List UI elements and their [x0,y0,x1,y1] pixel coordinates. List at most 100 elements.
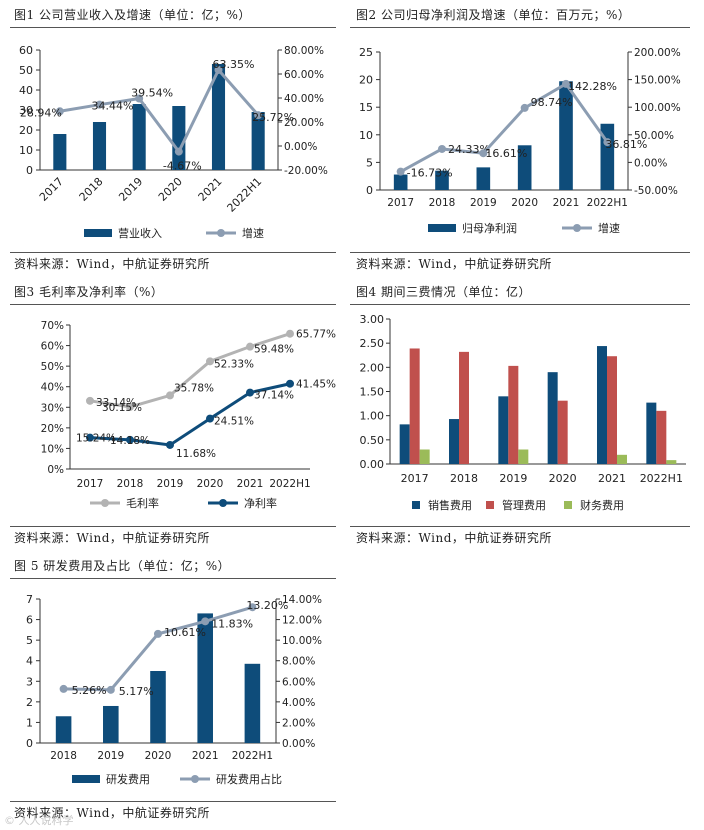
data-label: 52.33% [214,358,254,370]
fig3-source-rule [10,526,336,527]
y-right-tick-label: 20.00% [284,117,324,129]
y-tick-label: 2.00 [360,361,385,374]
y-left-tick-label: 10 [19,144,33,157]
line-point-2022H1 [603,138,612,147]
data-label: 65.77% [296,329,336,341]
fig2-source-rule [350,252,690,253]
legend-label: 净利率 [244,496,277,510]
legend-swatch-marker [217,229,225,237]
bar-2019 [476,167,491,190]
line-point-2020 [174,147,183,156]
y-left-tick-label: 20 [359,74,373,87]
fig5-source-rule [10,801,336,802]
line-point-2019 [135,94,144,103]
x-tick-label: 2018 [429,197,456,209]
fig4-source: 资料来源：Wind，中航证券研究所 [356,531,552,545]
y-right-tick-label: 10.00% [282,635,322,647]
legend-swatch-bar [72,775,100,783]
line-增速 [59,67,260,155]
line-point-2019 [106,685,115,694]
legend-swatch-bar [564,501,572,509]
data-label: 13.20% [246,599,288,612]
bar-销售费用-2019 [498,396,509,464]
y-right-tick-label: 0.00% [284,141,317,153]
data-label: 28.94% [20,106,62,119]
bar-2018 [92,122,107,170]
data-label: 16.61% [485,147,527,160]
fig3-title: 图3 毛利率及净利率（%） [14,285,164,299]
y-right-tick-label: 0.00% [634,157,667,169]
line-point-2022H1 [248,603,257,612]
y-left-tick-label: 4 [26,655,33,668]
fig5-source: 资料来源：Wind，中航证券研究所 [14,806,210,820]
line-point-2018 [95,100,104,109]
line-point-2020 [520,103,529,112]
y-tick-label: 2.50 [360,337,385,350]
bar-2018 [435,170,449,190]
bar-财务费用-2017 [419,449,430,464]
fig5-chart: 0 1 2 3 4 5 6 7 0.00% 2.00% 4.00% 6.00% 8.00% 10.00% 1… [26,593,322,786]
y-right-tick-label: 200.00% [634,47,681,59]
bar-2021 [559,81,573,190]
bar-2019 [132,104,146,170]
x-tick-label: 2020 [511,197,538,209]
y-left-tick-label: 60 [19,44,33,57]
data-label: 39.54% [131,87,173,100]
line-毛利率 [89,332,291,409]
fig1-source-rule [10,252,336,253]
line-point-2017 [396,167,405,176]
fig1-source: 资料来源：Wind，中航证券研究所 [14,257,210,271]
fig3-chart: 0% 10% 20% 30% 40% 50% 60% 70% 2017 2018 2019 2020 2… [41,320,336,510]
x-tick-label: 2022H1 [232,750,273,762]
legend-label: 研发费用 [106,772,150,786]
y-tick-label: 10% [41,443,64,455]
x-tick-label: 2019 [470,197,497,209]
legend-label: 归母净利润 [462,221,517,235]
line-增速 [399,81,609,173]
fig4-chart: 0.00 0.50 1.00 1.50 2.00 2.50 3.00 2017 2018 2019… [360,313,686,512]
bar-2020 [172,106,186,170]
bar-2017 [53,134,67,170]
fig1-chart: 0 10 20 30 40 50 60 -20.00% 0.00% 20.00% 40.00% 60.… [19,44,328,240]
bar-销售费用-2020 [547,372,558,464]
x-tick-label: 2021 [196,175,225,204]
y-right-tick-label: 50.00% [634,130,674,142]
fig2-title: 图2 公司归母净利润及增速（单位：百万元；%） [356,8,631,22]
y-right-tick-label: 100.00% [634,102,681,114]
line-point-2017 [86,396,94,405]
x-tick-label: 2020 [549,472,577,485]
legend-label: 增速 [598,221,620,235]
y-tick-label: 70% [41,320,64,332]
fig3-title-rule [10,304,336,305]
y-right-tick-label: 6.00% [282,676,315,688]
x-tick-label: 2017 [401,472,429,485]
x-tick-label: 2020 [156,175,185,204]
line-point-2020 [206,414,214,423]
y-right-tick-label: 4.00% [282,697,315,709]
fig1-title: 图1 公司营业收入及增速（单位：亿；%） [14,8,251,22]
y-left-tick-label: 5 [366,156,373,169]
line-point-2019 [166,391,174,400]
y-left-tick-label: 0 [366,184,373,197]
y-left-tick-label: 20 [19,124,33,137]
x-tick-label: 2022H1 [640,472,683,485]
y-left-tick-label: 7 [26,593,33,606]
legend-swatch-bar [428,224,456,232]
data-label: 15.24% [76,433,116,445]
line-point-2021 [246,342,254,351]
y-tick-label: 1.50 [360,386,385,399]
y-left-tick-label: 2 [26,696,33,709]
x-tick-label: 2021 [192,750,219,762]
bar-管理费用-2017 [409,348,420,464]
line-point-2021 [246,388,254,397]
y-left-tick-label: 15 [359,101,373,114]
bar-管理费用-2022H1 [656,410,667,464]
y-left-tick-label: 50 [19,64,33,77]
y-tick-label: 1.00 [360,410,385,423]
data-label: 5.17% [119,685,154,698]
data-label: -4.67% [163,160,202,173]
legend-label: 财务费用 [580,498,624,512]
fig2-source: 资料来源：Wind，中航证券研究所 [356,257,552,271]
line-point-2022H1 [286,379,294,388]
fig3-source: 资料来源：Wind，中航证券研究所 [14,531,210,545]
